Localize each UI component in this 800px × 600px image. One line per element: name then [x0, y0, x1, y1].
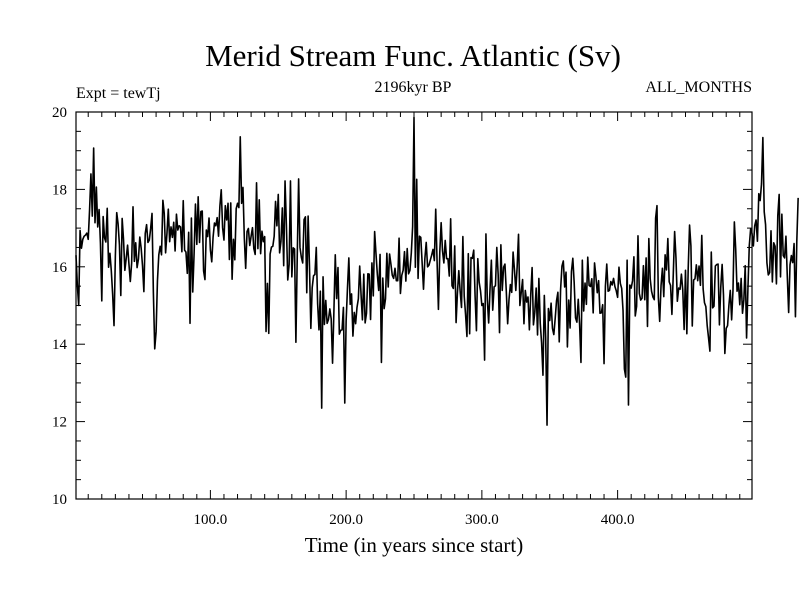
y-tick-label: 18 — [52, 182, 67, 198]
y-tick-label: 16 — [52, 260, 68, 276]
y-tick-label: 10 — [52, 492, 67, 508]
months-label: ALL_MONTHS — [645, 79, 752, 96]
x-tick-label: 300.0 — [465, 512, 499, 528]
period-label: 2196kyr BP — [375, 79, 452, 96]
y-tick-label: 12 — [52, 415, 67, 431]
axis-tick-labels: 100.0 200.0 300.0 400.0 10 12 14 16 18 20 — [52, 105, 634, 528]
plot-frame — [75, 111, 753, 500]
series-line — [75, 116, 799, 426]
x-tick-label: 100.0 — [194, 512, 228, 528]
x-tick-label: 400.0 — [601, 512, 635, 528]
chart-title: Merid Stream Func. Atlantic (Sv) — [205, 38, 621, 73]
experiment-label: Expt = tewTj — [76, 85, 161, 102]
x-tick-label: 200.0 — [329, 512, 363, 528]
x-axis-label: Time (in years since start) — [305, 533, 524, 557]
y-tick-label: 20 — [52, 105, 67, 121]
y-tick-label: 14 — [52, 337, 68, 353]
